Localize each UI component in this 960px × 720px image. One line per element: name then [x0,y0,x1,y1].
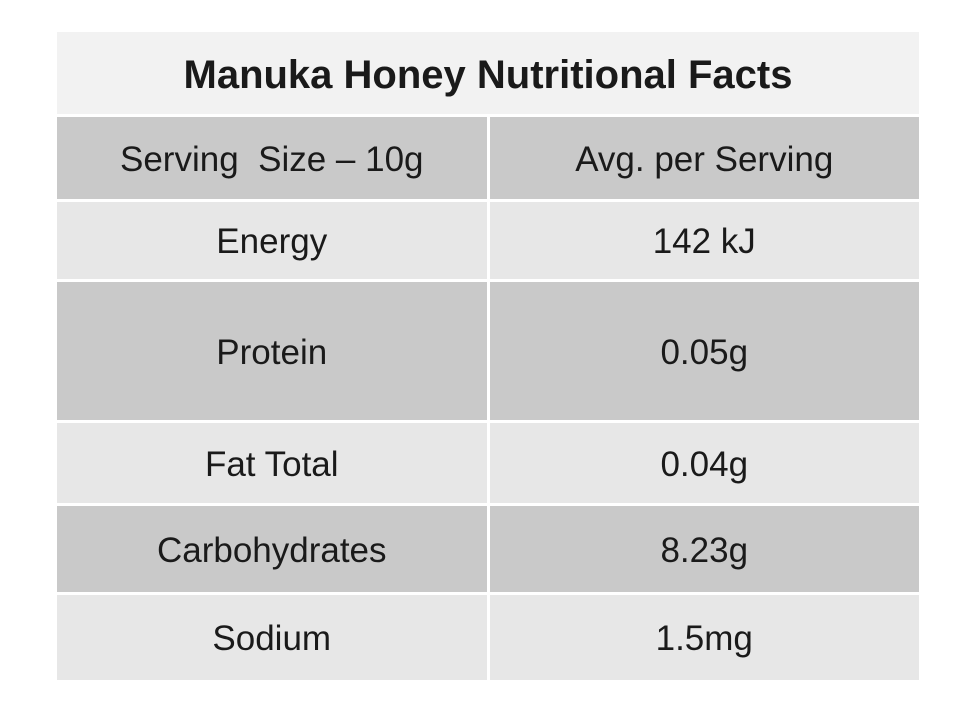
table-row-carbohydrates: Carbohydrates 8.23g [57,506,919,592]
column-header-serving-size: Serving Size – 10g [57,117,487,199]
nutrient-value: 8.23g [489,506,919,592]
nutrient-label: Carbohydrates [57,506,487,592]
nutrient-value: 0.05g [489,282,919,420]
column-header-avg-per-serving: Avg. per Serving [489,117,919,199]
nutrient-label: Fat Total [57,423,487,503]
nutrient-label: Protein [57,282,487,420]
nutrient-value: 1.5mg [489,595,919,680]
table-header-row: Serving Size – 10g Avg. per Serving [57,117,919,199]
nutrient-label: Sodium [57,595,487,680]
table-row-fat-total: Fat Total 0.04g [57,423,919,503]
table-title-row: Manuka Honey Nutritional Facts [57,32,919,114]
table-row-sodium: Sodium 1.5mg [57,595,919,680]
table-title: Manuka Honey Nutritional Facts [57,32,919,114]
nutrient-value: 0.04g [489,423,919,503]
table-row-energy: Energy 142 kJ [57,202,919,279]
nutrient-label: Energy [57,202,487,279]
table-row-protein: Protein 0.05g [57,282,919,420]
nutrient-value: 142 kJ [489,202,919,279]
nutrition-facts-table: Manuka Honey Nutritional Facts Serving S… [57,32,919,680]
